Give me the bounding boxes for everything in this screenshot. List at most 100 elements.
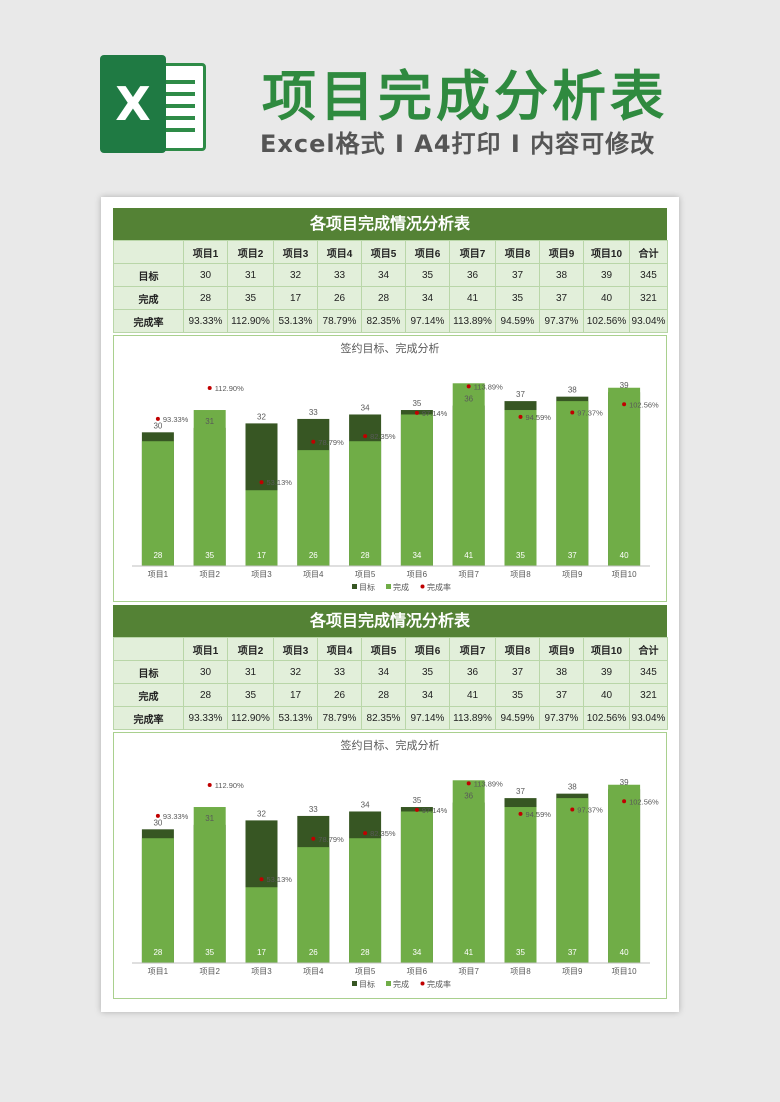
x-tick-label: 项目2 — [199, 570, 220, 579]
legend-label: 完成率 — [427, 979, 451, 989]
column-header: 项目4 — [317, 637, 362, 661]
x-tick-label: 项目6 — [407, 570, 428, 579]
excel-logo-letter: X — [100, 55, 166, 153]
legend-label: 完成 — [393, 979, 409, 989]
legend-label: 目标 — [359, 979, 375, 989]
table-cell: 94.59% — [495, 309, 540, 333]
target-value-label: 38 — [568, 386, 577, 395]
completion-bar — [452, 383, 485, 566]
table-cell: 34 — [361, 660, 406, 684]
rate-point — [207, 782, 212, 787]
analysis-section-2: 各项目完成情况分析表 项目1 项目2 项目3 项目4 项目5 项目6 项目7 项目8 项目9 项目… — [113, 605, 668, 999]
row-label: 完成率 — [113, 309, 184, 333]
table-cell: 102.56% — [583, 706, 630, 730]
legend-label: 目标 — [359, 582, 375, 592]
column-header: 合计 — [629, 240, 668, 264]
target-value-label: 37 — [516, 787, 525, 796]
row-label: 完成率 — [113, 706, 184, 730]
table-cell: 97.37% — [539, 706, 584, 730]
table-cell: 35 — [227, 286, 274, 310]
x-tick-label: 项目3 — [251, 967, 272, 976]
completion-bar — [193, 410, 226, 566]
table-cell: 102.56% — [583, 309, 630, 333]
rate-point — [570, 807, 575, 812]
table-cell: 93.04% — [629, 706, 668, 730]
completion-bar — [245, 490, 278, 566]
column-header — [113, 240, 184, 264]
table-cell: 40 — [583, 286, 630, 310]
chart-container: 签约目标、完成分析 30 28 93.33% 项目1 31 35 112.90% 项目2 32 17… — [113, 335, 667, 602]
x-tick-label: 项目2 — [199, 967, 220, 976]
rate-value-label: 93.33% — [163, 812, 189, 821]
x-tick-label: 项目7 — [458, 967, 479, 976]
chart-title: 签约目标、完成分析 — [341, 738, 440, 752]
table-cell: 17 — [273, 286, 318, 310]
completion-value-label: 37 — [568, 551, 577, 560]
chart-container: 签约目标、完成分析 30 28 93.33% 项目1 31 35 112.90% 项目2 32 17… — [113, 732, 667, 999]
x-tick-label: 项目10 — [612, 570, 637, 579]
table-cell: 26 — [317, 286, 362, 310]
rate-value-label: 82.35% — [370, 432, 396, 441]
column-header: 项目4 — [317, 240, 362, 264]
table-cell: 39 — [583, 660, 630, 684]
section-title: 各项目完成情况分析表 — [113, 208, 667, 240]
rate-point — [622, 799, 627, 804]
target-value-label: 31 — [205, 417, 214, 426]
bar-chart: 签约目标、完成分析 30 28 93.33% 项目1 31 35 112.90% 项目2 32 17… — [132, 341, 659, 592]
x-tick-label: 项目6 — [407, 967, 428, 976]
column-header: 项目2 — [227, 637, 274, 661]
data-table: 项目1 项目2 项目3 项目4 项目5 项目6 项目7 项目8 项目9 项目10 合计 目标 30 31 3… — [113, 240, 668, 333]
x-tick-label: 项目4 — [303, 967, 324, 976]
column-header: 项目7 — [449, 240, 496, 264]
completion-value-label: 28 — [361, 948, 370, 957]
rate-value-label: 94.59% — [526, 810, 552, 819]
completion-bar — [400, 811, 433, 963]
document-sheet: 各项目完成情况分析表 项目1 项目2 项目3 项目4 项目5 项目6 项目7 项目8 项目9 项目… — [101, 197, 679, 1012]
row-label: 完成 — [113, 683, 184, 707]
x-tick-label: 项目4 — [303, 570, 324, 579]
table-cell: 28 — [361, 286, 406, 310]
rate-value-label: 97.14% — [422, 409, 448, 418]
completion-value-label: 35 — [205, 551, 214, 560]
column-header: 项目10 — [583, 240, 630, 264]
target-value-label: 33 — [309, 408, 318, 417]
table-cell: 35 — [227, 683, 274, 707]
page-subtitle: Excel格式 I A4打印 I 内容可修改 — [260, 130, 656, 158]
column-header: 项目5 — [361, 240, 406, 264]
table-cell: 31 — [227, 660, 274, 684]
completion-value-label: 40 — [620, 551, 629, 560]
x-tick-label: 项目10 — [612, 967, 637, 976]
legend-swatch — [420, 981, 425, 986]
target-value-label: 39 — [620, 778, 629, 787]
row-label: 目标 — [113, 660, 184, 684]
rate-point — [259, 877, 264, 882]
rate-point — [414, 410, 419, 415]
completion-bar — [141, 838, 174, 963]
chart-legend: 目标 完成 完成率 — [352, 582, 451, 592]
chart-title: 签约目标、完成分析 — [341, 341, 440, 355]
completion-value-label: 28 — [153, 551, 162, 560]
rate-point — [363, 434, 368, 439]
x-tick-label: 项目9 — [562, 967, 583, 976]
target-value-label: 30 — [153, 421, 162, 430]
target-value-label: 32 — [257, 412, 266, 421]
x-tick-label: 项目1 — [148, 967, 169, 976]
table-cell: 38 — [539, 263, 584, 287]
excel-logo-icon: X — [100, 55, 206, 153]
table-cell: 53.13% — [273, 706, 318, 730]
table-cell: 345 — [629, 660, 668, 684]
completion-bar — [608, 784, 641, 963]
completion-bar — [141, 441, 174, 566]
target-value-label: 31 — [205, 814, 214, 823]
column-header: 项目3 — [273, 240, 318, 264]
table-cell: 37 — [495, 263, 540, 287]
column-header: 项目6 — [405, 637, 450, 661]
target-value-label: 35 — [412, 796, 421, 805]
table-cell: 38 — [539, 660, 584, 684]
column-header: 项目6 — [405, 240, 450, 264]
rate-point — [518, 811, 523, 816]
table-cell: 345 — [629, 263, 668, 287]
table-cell: 97.37% — [539, 309, 584, 333]
x-tick-label: 项目8 — [510, 570, 531, 579]
completion-bar — [608, 387, 641, 566]
